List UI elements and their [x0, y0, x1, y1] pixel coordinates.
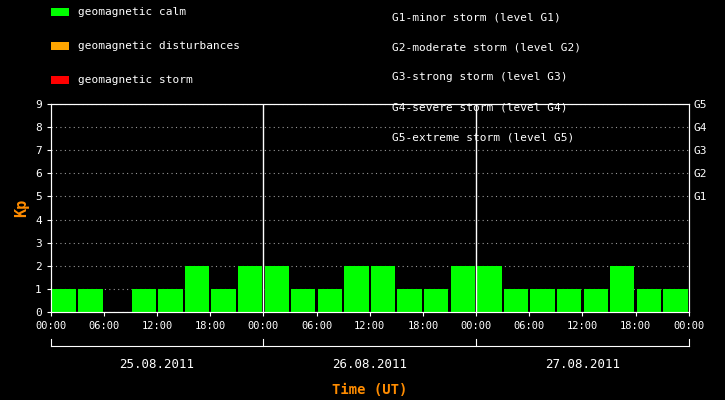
Text: Time (UT): Time (UT) [332, 383, 407, 397]
Bar [371, 266, 395, 312]
Text: G5-extreme storm (level G5): G5-extreme storm (level G5) [392, 132, 573, 142]
Text: geomagnetic calm: geomagnetic calm [78, 7, 186, 17]
Text: 27.08.2011: 27.08.2011 [545, 358, 620, 370]
Text: geomagnetic storm: geomagnetic storm [78, 75, 192, 85]
Bar [185, 266, 209, 312]
Bar [291, 289, 315, 312]
Bar [212, 289, 236, 312]
Text: G4-severe storm (level G4): G4-severe storm (level G4) [392, 102, 567, 112]
Text: geomagnetic disturbances: geomagnetic disturbances [78, 41, 239, 51]
Bar [132, 289, 156, 312]
Bar [397, 289, 422, 312]
Bar [52, 289, 76, 312]
Bar [557, 289, 581, 312]
Text: G1-minor storm (level G1): G1-minor storm (level G1) [392, 12, 560, 22]
Bar [78, 289, 103, 312]
Bar [158, 289, 183, 312]
Bar [504, 289, 528, 312]
Bar [318, 289, 342, 312]
Bar [238, 266, 262, 312]
Text: 25.08.2011: 25.08.2011 [120, 358, 194, 370]
Bar [344, 266, 368, 312]
Bar [663, 289, 687, 312]
Bar [584, 289, 608, 312]
Text: 26.08.2011: 26.08.2011 [332, 358, 407, 370]
Text: G3-strong storm (level G3): G3-strong storm (level G3) [392, 72, 567, 82]
Bar [451, 266, 475, 312]
Y-axis label: Kp: Kp [14, 199, 30, 217]
Bar [531, 289, 555, 312]
Bar [610, 266, 634, 312]
Bar [265, 266, 289, 312]
Bar [637, 289, 661, 312]
Bar [477, 266, 502, 312]
Bar [424, 289, 448, 312]
Text: G2-moderate storm (level G2): G2-moderate storm (level G2) [392, 42, 581, 52]
